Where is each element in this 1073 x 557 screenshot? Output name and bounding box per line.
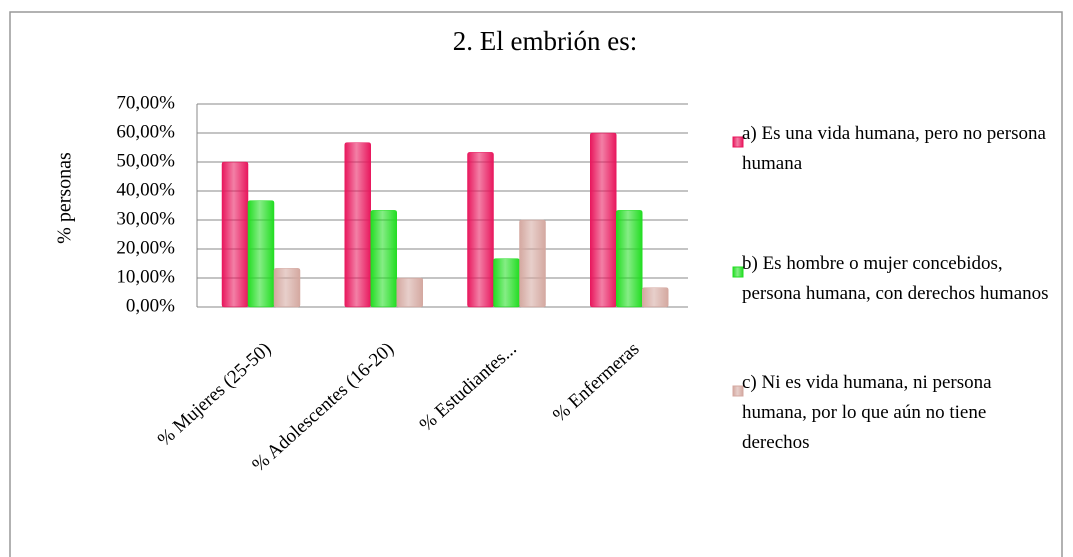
bar: [344, 142, 371, 308]
x-tick-label: % Mujeres (25-50): [154, 338, 275, 450]
y-tick-label: 70,00%: [116, 92, 175, 113]
legend-label: c) Ni es vida humana, ni persona humana,…: [742, 372, 992, 453]
bar: [616, 210, 643, 308]
legend-label: b) Es hombre o mujer concebidos, persona…: [742, 253, 1049, 304]
legend-label: a) Es una vida humana, pero no persona h…: [742, 123, 1046, 174]
legend-marker: [732, 266, 744, 278]
y-tick-label: 30,00%: [116, 208, 175, 229]
bar: [519, 219, 546, 308]
bar: [642, 287, 669, 308]
x-tick-label: % Adolescentes (16-20): [248, 338, 398, 476]
bar: [247, 200, 275, 308]
chart-title: 2. El embrión es:: [453, 26, 637, 56]
bar: [273, 268, 301, 308]
bar: [590, 132, 617, 308]
bar: [370, 210, 397, 308]
legend-marker: [732, 385, 744, 397]
bar: [396, 277, 423, 308]
x-tick-label: % Enfermeras: [549, 338, 643, 426]
legend-marker: [732, 136, 744, 148]
y-tick-label: 20,00%: [116, 237, 175, 258]
frame: [9, 11, 1063, 557]
bar: [467, 152, 494, 308]
y-axis-label: % personas: [54, 152, 76, 244]
y-tick-label: 60,00%: [116, 121, 175, 142]
bar: [493, 258, 520, 308]
y-tick-label: 0,00%: [126, 295, 175, 316]
bar: [221, 161, 249, 308]
y-tick-label: 50,00%: [116, 150, 175, 171]
y-tick-label: 40,00%: [116, 179, 175, 200]
x-tick-label: % Estudiantes...: [416, 338, 521, 436]
y-tick-label: 10,00%: [116, 266, 175, 287]
